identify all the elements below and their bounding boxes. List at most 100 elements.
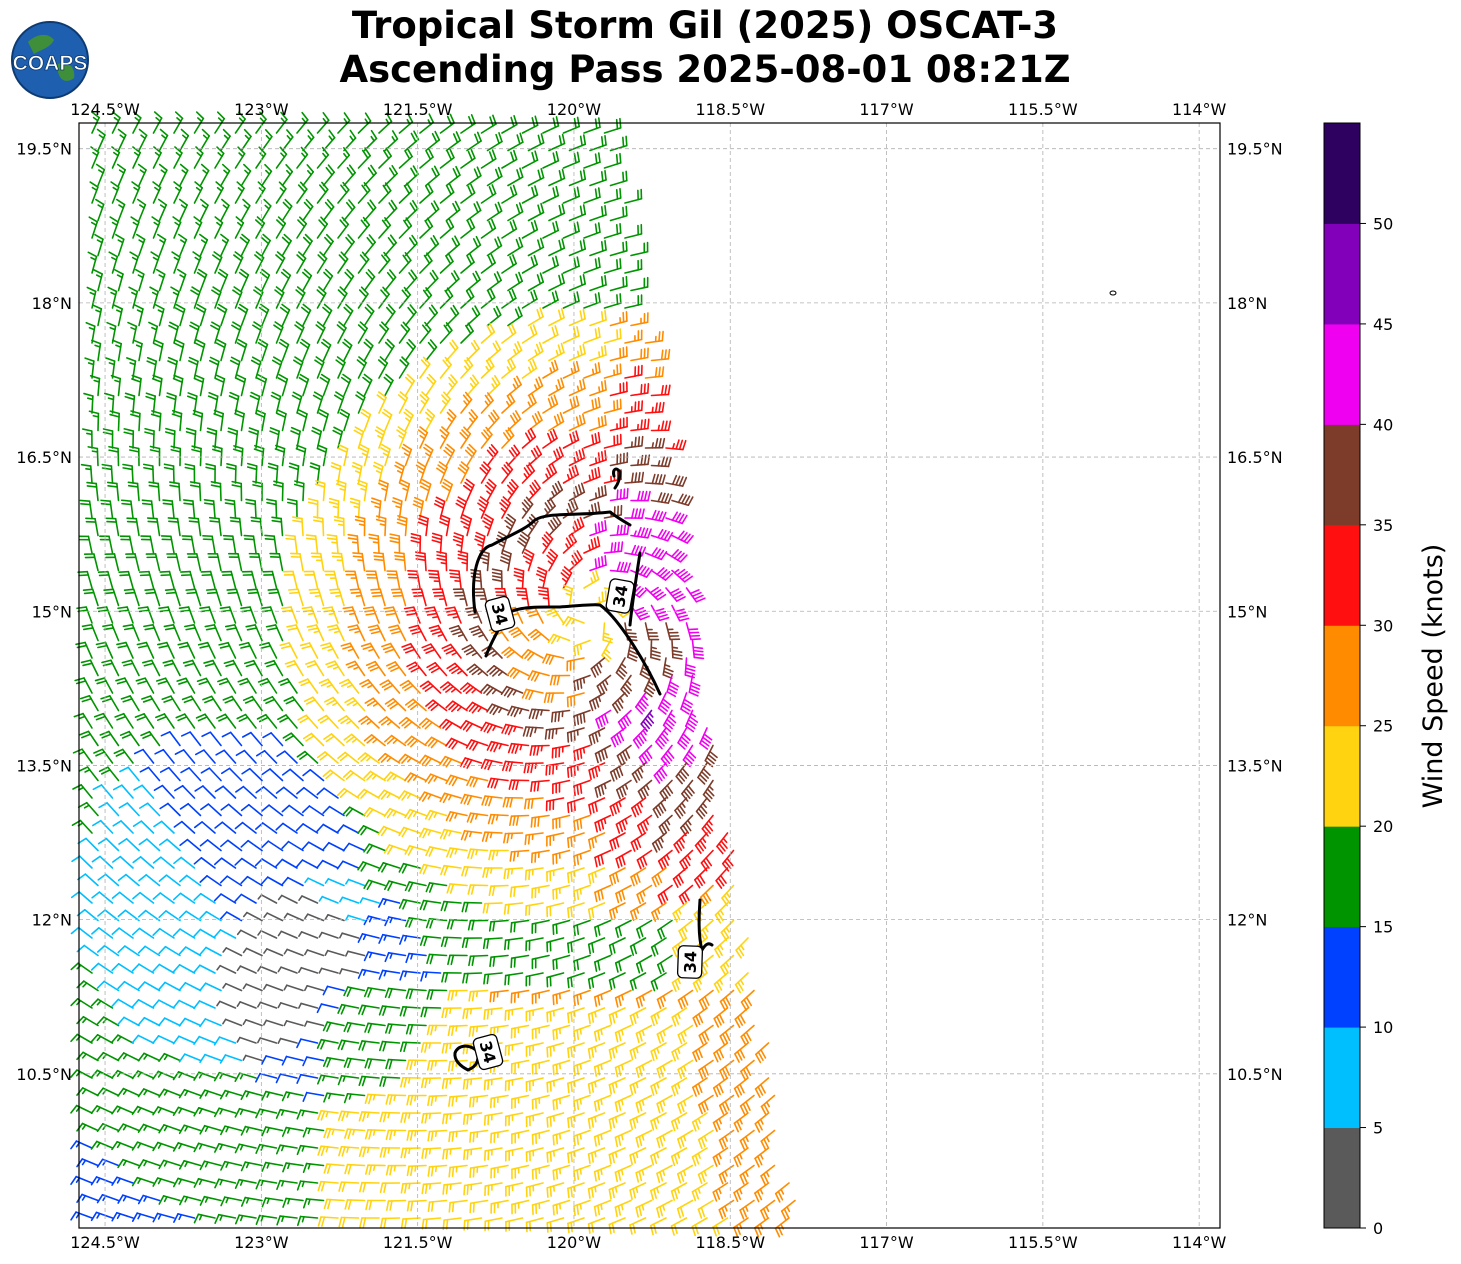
wind-barb xyxy=(552,954,571,971)
wind-barb xyxy=(507,341,523,362)
wind-barb xyxy=(330,462,342,484)
wind-barb xyxy=(441,1042,462,1054)
wind-barb xyxy=(527,670,550,682)
wind-barb xyxy=(418,754,442,767)
wind-barb xyxy=(441,972,462,983)
wind-barb xyxy=(76,980,99,992)
wind-barb xyxy=(760,1199,776,1220)
wind-barb xyxy=(691,1147,708,1167)
wind-barb xyxy=(477,496,489,519)
wind-barb xyxy=(237,303,249,327)
wind-barb xyxy=(630,347,649,362)
wind-barb xyxy=(199,1124,222,1135)
wind-barb xyxy=(521,324,538,344)
wind-barb xyxy=(160,535,175,554)
wind-barb xyxy=(83,553,99,572)
wind-barb xyxy=(488,919,509,932)
wind-barb xyxy=(685,709,699,733)
wind-barb xyxy=(178,1160,202,1170)
wind-barb xyxy=(276,1215,298,1226)
wind-barb xyxy=(232,286,243,309)
wind-barb xyxy=(87,251,98,274)
wind-barb xyxy=(716,832,729,855)
wind-barb xyxy=(213,929,237,939)
wind-barb xyxy=(263,983,284,992)
wind-barb xyxy=(697,1164,714,1184)
wind-barb xyxy=(159,570,175,589)
wind-barb xyxy=(136,641,155,659)
wind-barb xyxy=(241,767,263,782)
wind-barb xyxy=(117,1123,140,1133)
wind-barb xyxy=(425,130,441,152)
wind-barb xyxy=(363,951,386,962)
wind-barb xyxy=(308,588,325,607)
wind-barb xyxy=(378,286,390,309)
wind-barb xyxy=(227,427,239,449)
wind-barb xyxy=(274,286,285,309)
wind-barb xyxy=(301,841,325,852)
wind-barb xyxy=(128,445,140,467)
wind-barb xyxy=(404,304,417,327)
wind-barb xyxy=(384,1023,407,1034)
wind-barb xyxy=(510,1024,530,1039)
wind-barb xyxy=(609,346,628,362)
wind-barb xyxy=(609,832,626,851)
wind-barb xyxy=(685,587,706,603)
wind-barb xyxy=(507,742,530,754)
wind-barb xyxy=(379,1111,401,1123)
wind-barb xyxy=(614,1024,632,1043)
wind-barb xyxy=(288,462,300,484)
wind-barb xyxy=(336,824,360,834)
wind-barb xyxy=(535,566,548,589)
wind-barb xyxy=(650,1042,667,1061)
wind-barb xyxy=(531,1199,550,1215)
wind-barb xyxy=(384,987,407,999)
wind-barb xyxy=(173,181,183,204)
wind-barb xyxy=(404,338,417,362)
wind-barb xyxy=(299,642,319,659)
wind-barb xyxy=(587,1217,606,1234)
wind-barb xyxy=(548,412,565,432)
wind-barb xyxy=(583,152,601,169)
wind-barb xyxy=(439,183,455,204)
wind-barb xyxy=(362,606,380,624)
wind-barb xyxy=(439,755,462,768)
wind-barb xyxy=(278,678,298,694)
wind-barb xyxy=(70,1140,93,1150)
lat-tick-label: 18°N xyxy=(32,294,72,313)
lat-tick-label: 18°N xyxy=(1227,294,1267,313)
contour-34kt xyxy=(453,1044,480,1072)
wind-barb xyxy=(657,919,673,940)
wind-barb xyxy=(164,588,181,607)
wind-barb xyxy=(123,588,140,607)
wind-barb xyxy=(375,515,387,537)
wind-barb xyxy=(226,588,243,607)
wind-barb xyxy=(626,639,639,662)
wind-barb xyxy=(457,550,469,572)
wind-barb xyxy=(340,373,352,397)
wind-barb xyxy=(118,570,134,589)
wind-barb xyxy=(152,1141,175,1152)
wind-barb xyxy=(240,606,257,624)
wind-barb xyxy=(237,677,257,694)
wind-barb xyxy=(531,884,550,899)
wind-barb xyxy=(290,426,301,449)
wind-barb xyxy=(365,570,380,589)
wind-barb xyxy=(240,875,263,887)
wind-barb xyxy=(193,1035,216,1046)
wind-barb xyxy=(566,692,585,708)
wind-barb xyxy=(404,234,419,257)
wind-barb xyxy=(537,586,550,607)
wind-barb xyxy=(656,1024,673,1044)
wind-barb xyxy=(189,481,202,502)
wind-barb xyxy=(503,902,524,915)
wind-barb xyxy=(426,662,448,677)
wind-barb xyxy=(513,567,525,589)
wind-barb xyxy=(337,181,350,204)
wind-barb xyxy=(445,235,461,257)
wind-barb xyxy=(261,163,273,187)
lat-tick-label: 10.5°N xyxy=(16,1065,72,1084)
wind-barb xyxy=(551,744,571,759)
wind-barb xyxy=(566,657,585,672)
wind-barb xyxy=(542,394,559,414)
